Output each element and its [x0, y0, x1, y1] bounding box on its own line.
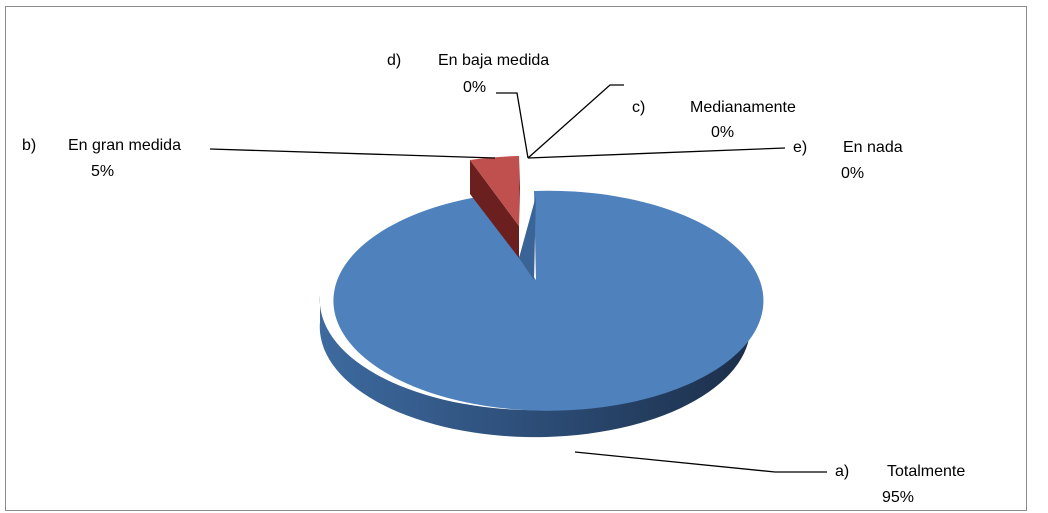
slice-b — [470, 156, 519, 226]
label-letter-b: b) — [22, 137, 36, 154]
label-pct-d: 0% — [463, 79, 486, 96]
label-pct-c: 0% — [711, 124, 734, 141]
label-name-b: En gran medida — [68, 137, 181, 154]
label-name-e: En nada — [843, 139, 903, 156]
slice-edge-b — [519, 156, 520, 226]
leader-line-c — [527, 84, 624, 159]
label-name-d: En baja medida — [438, 52, 549, 69]
slice-side-a — [319, 295, 750, 438]
label-pct-a: 95% — [882, 489, 914, 506]
slice-edge-a — [519, 192, 536, 280]
label-letter-c: c) — [632, 99, 645, 116]
leader-line-e — [527, 147, 786, 159]
label-pct-b: 5% — [91, 163, 114, 180]
label-letter-d: d) — [387, 52, 401, 69]
slice-a — [333, 190, 764, 411]
leader-line-b — [209, 148, 496, 159]
leader-line-a — [574, 451, 827, 473]
label-name-c: Medianamente — [690, 99, 796, 116]
label-name-a: Totalmente — [887, 463, 965, 480]
leader-line-d — [496, 92, 529, 159]
slice-side-b — [470, 160, 519, 258]
label-letter-e: e) — [793, 139, 807, 156]
label-pct-e: 0% — [841, 165, 864, 182]
label-letter-a: a) — [835, 463, 849, 480]
